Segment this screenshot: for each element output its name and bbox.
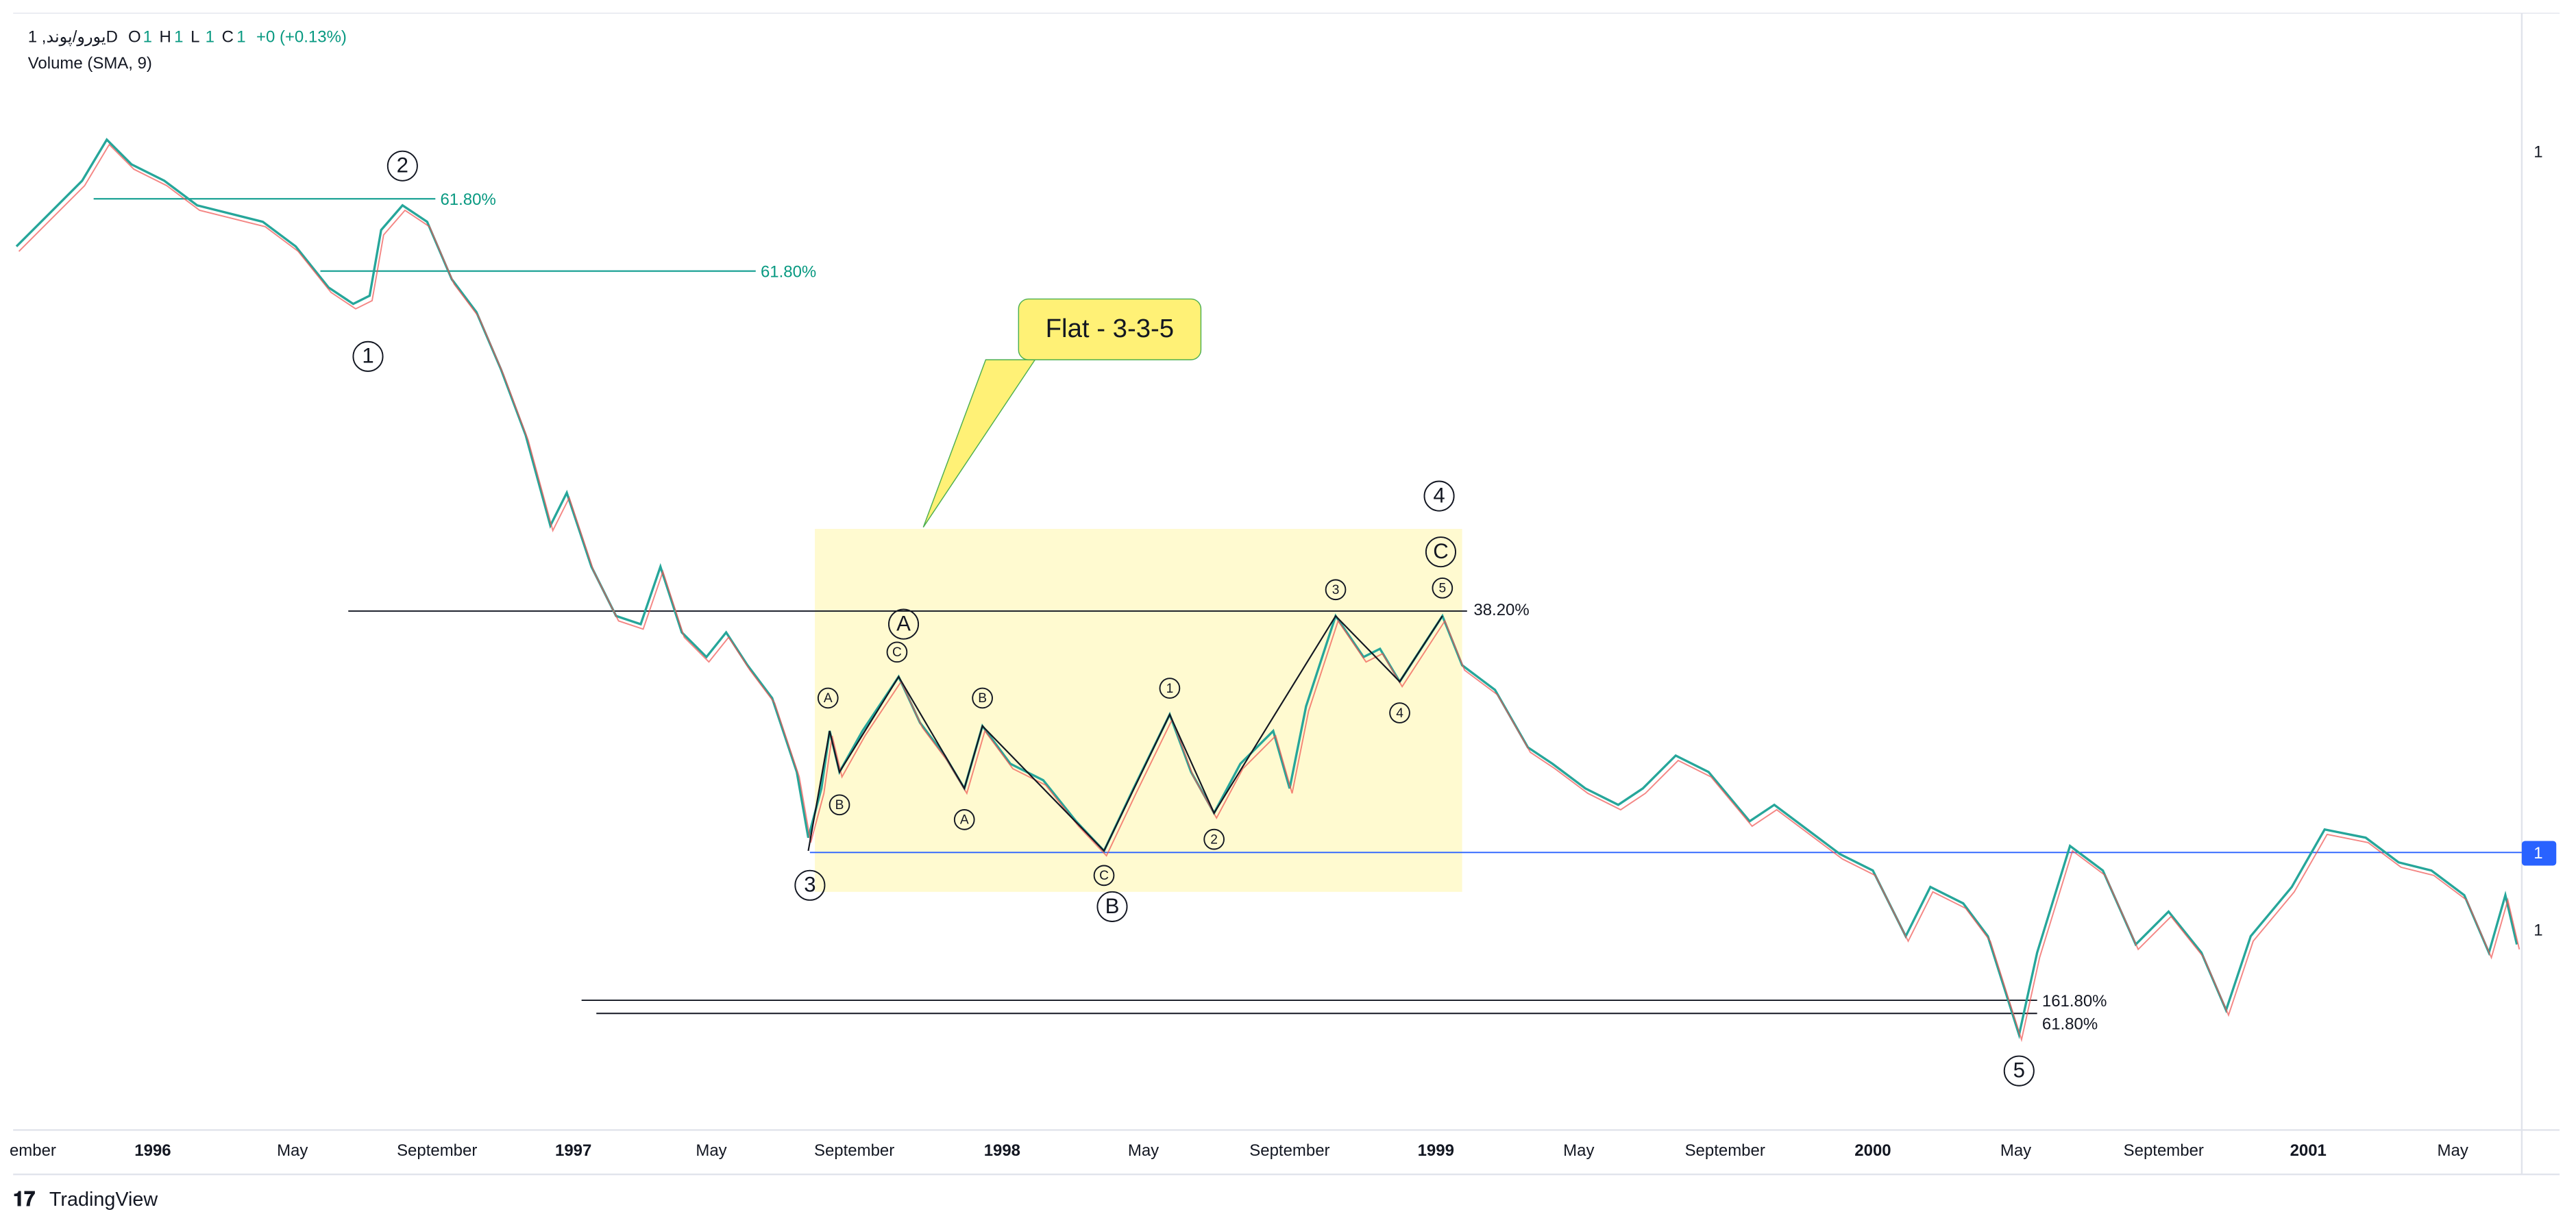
wave-label[interactable]: 2 bbox=[1210, 832, 1218, 847]
time-label: May bbox=[1128, 1141, 1159, 1160]
time-label: 1999 bbox=[1418, 1141, 1454, 1160]
wave-circle bbox=[1423, 480, 1455, 512]
wave-label[interactable]: A bbox=[824, 691, 833, 706]
wave-label[interactable]: A bbox=[896, 612, 911, 636]
wave-circle bbox=[1093, 865, 1115, 887]
time-label: ember bbox=[10, 1141, 56, 1160]
wave-label[interactable]: 4 bbox=[1433, 484, 1445, 508]
wave-circle bbox=[2003, 1055, 2035, 1087]
price-label: 1 bbox=[2534, 921, 2542, 940]
wave-label[interactable]: C bbox=[1433, 539, 1449, 563]
wave-circle bbox=[887, 608, 920, 640]
wave-circle bbox=[953, 809, 975, 830]
callout-pointer bbox=[922, 359, 1036, 528]
price-label: 1 bbox=[2534, 142, 2542, 161]
time-label: 1996 bbox=[134, 1141, 171, 1160]
fib-label: 161.80% bbox=[2042, 992, 2107, 1011]
wave-circle bbox=[1203, 828, 1225, 850]
flat-zone bbox=[815, 529, 1462, 892]
wave-circle bbox=[1425, 536, 1456, 568]
ohlc-value: 1 bbox=[236, 28, 245, 47]
ohlc-value: 1 bbox=[174, 28, 183, 47]
wave-circle bbox=[387, 150, 418, 182]
ohlc-value: 1 bbox=[206, 28, 214, 47]
time-label: 2000 bbox=[1854, 1141, 1891, 1160]
time-label: 1998 bbox=[984, 1141, 1020, 1160]
fib-label: 61.80% bbox=[440, 190, 495, 209]
price-label: 1 bbox=[2534, 844, 2542, 863]
time-label: 1997 bbox=[555, 1141, 591, 1160]
ohlc-key: H bbox=[160, 28, 171, 47]
wave-circle bbox=[1432, 577, 1453, 599]
wave-circle bbox=[886, 641, 908, 663]
wave-label[interactable]: B bbox=[978, 691, 987, 706]
ohlc-value: 1 bbox=[143, 28, 152, 47]
ohlc-key: C bbox=[222, 28, 234, 47]
wave-circle bbox=[972, 687, 993, 709]
time-label: September bbox=[397, 1141, 477, 1160]
time-label: May bbox=[2438, 1141, 2468, 1160]
time-label: September bbox=[2124, 1141, 2204, 1160]
indicator-label: Volume (SMA, 9) bbox=[28, 54, 152, 73]
wave-label[interactable]: 5 bbox=[1439, 582, 1447, 596]
brand-logo: 𝟏𝟕 bbox=[13, 1189, 35, 1211]
wave-label[interactable]: 3 bbox=[1332, 583, 1340, 597]
wave-label[interactable]: 3 bbox=[804, 873, 815, 897]
wave-circle bbox=[794, 869, 826, 901]
wave-label[interactable]: C bbox=[892, 645, 902, 660]
wave-circle bbox=[1389, 702, 1410, 723]
fib-label: 38.20% bbox=[1473, 601, 1529, 619]
wave-circle bbox=[352, 340, 384, 372]
wave-path[interactable] bbox=[807, 615, 1443, 852]
time-label: September bbox=[1685, 1141, 1765, 1160]
price-badge bbox=[2521, 841, 2557, 866]
change: +0 (+0.13%) bbox=[256, 28, 347, 47]
fib-label: 61.80% bbox=[2042, 1015, 2098, 1033]
wave-label[interactable]: C bbox=[1099, 869, 1109, 883]
wave-label[interactable]: 4 bbox=[1396, 706, 1403, 721]
time-label: 2001 bbox=[2290, 1141, 2327, 1160]
wave-label[interactable]: 1 bbox=[362, 344, 373, 368]
symbol[interactable]: 1 ,یورو/پوندD bbox=[28, 28, 118, 47]
price-series-down bbox=[18, 143, 2520, 1043]
wave-label[interactable]: A bbox=[960, 813, 969, 828]
wave-label[interactable]: 2 bbox=[397, 153, 408, 177]
time-label: September bbox=[1249, 1141, 1329, 1160]
wave-circle bbox=[829, 794, 850, 816]
wave-circle bbox=[1159, 678, 1181, 699]
time-label: May bbox=[277, 1141, 308, 1160]
wave-label[interactable]: B bbox=[835, 798, 844, 813]
wave-label[interactable]: B bbox=[1105, 894, 1120, 918]
time-label: May bbox=[2000, 1141, 2031, 1160]
wave-label[interactable]: 1 bbox=[1166, 682, 1174, 696]
time-label: May bbox=[696, 1141, 726, 1160]
callout-box[interactable] bbox=[1018, 298, 1202, 360]
ohlc-key: L bbox=[191, 28, 199, 47]
wave-circle bbox=[1096, 891, 1128, 922]
callout-text: Flat - 3-3-5 bbox=[1046, 314, 1175, 343]
time-label: September bbox=[814, 1141, 894, 1160]
wave-label[interactable]: 5 bbox=[2013, 1058, 2025, 1082]
time-label: May bbox=[1563, 1141, 1594, 1160]
wave-circle bbox=[817, 687, 839, 709]
fib-label: 61.80% bbox=[761, 262, 816, 281]
wave-circle bbox=[1325, 579, 1347, 601]
brand-name[interactable]: TradingView bbox=[49, 1189, 158, 1211]
ohlc-key: O bbox=[128, 28, 141, 47]
